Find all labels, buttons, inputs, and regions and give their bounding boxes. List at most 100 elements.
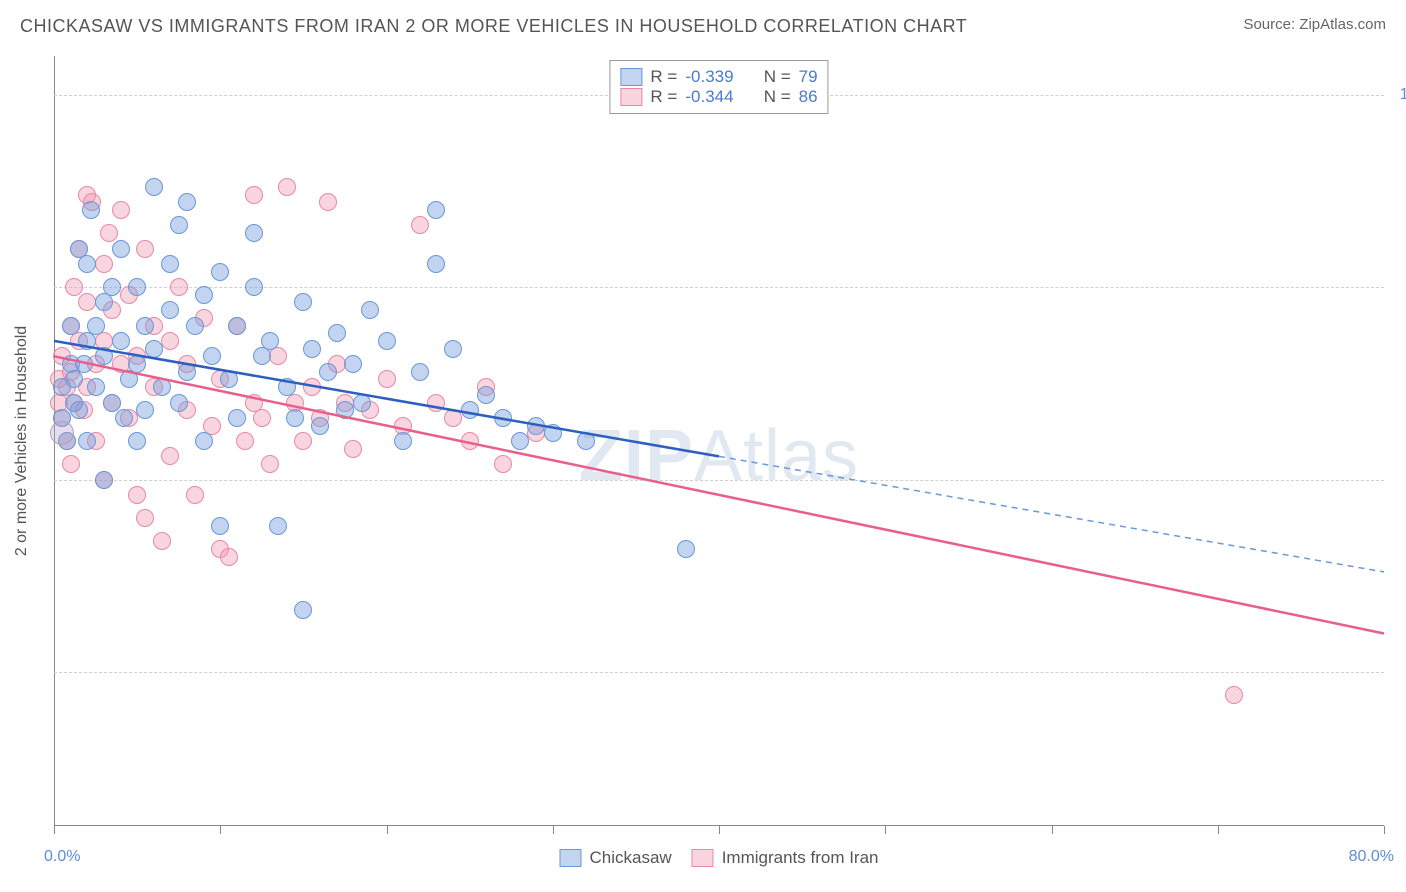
- scatter-point: [62, 455, 80, 473]
- scatter-point: [411, 363, 429, 381]
- scatter-point: [75, 355, 93, 373]
- scatter-point: [245, 186, 263, 204]
- r-value-2: -0.344: [685, 87, 733, 107]
- scatter-point: [95, 293, 113, 311]
- scatter-point: [427, 394, 445, 412]
- scatter-point: [128, 355, 146, 373]
- scatter-point: [427, 255, 445, 273]
- scatter-point: [170, 278, 188, 296]
- scatter-point: [95, 255, 113, 273]
- scatter-point: [112, 201, 130, 219]
- scatter-point: [328, 324, 346, 342]
- scatter-point: [494, 455, 512, 473]
- gridline-h: [54, 480, 1384, 481]
- scatter-point: [303, 340, 321, 358]
- chart-header: CHICKASAW VS IMMIGRANTS FROM IRAN 2 OR M…: [20, 16, 1386, 37]
- scatter-point: [378, 370, 396, 388]
- scatter-point: [344, 355, 362, 373]
- scatter-point: [145, 340, 163, 358]
- scatter-point: [245, 224, 263, 242]
- scatter-point: [353, 394, 371, 412]
- y-axis-title: 2 or more Vehicles in Household: [13, 326, 31, 556]
- n-value-1: 79: [799, 67, 818, 87]
- scatter-point: [378, 332, 396, 350]
- scatter-point: [220, 370, 238, 388]
- scatter-point: [394, 432, 412, 450]
- scatter-point: [427, 201, 445, 219]
- scatter-point: [203, 347, 221, 365]
- plot-area: ZIPAtlas 2 or more Vehicles in Household…: [54, 56, 1384, 826]
- x-tick: [553, 826, 554, 834]
- scatter-point: [444, 340, 462, 358]
- scatter-point: [128, 432, 146, 450]
- scatter-point: [87, 317, 105, 335]
- scatter-point: [461, 432, 479, 450]
- n-value-2: 86: [799, 87, 818, 107]
- scatter-point: [477, 386, 495, 404]
- scatter-point: [50, 421, 74, 445]
- swatch-series-1: [620, 68, 642, 86]
- r-label: R =: [650, 67, 677, 87]
- scatter-point: [220, 548, 238, 566]
- scatter-point: [62, 317, 80, 335]
- scatter-point: [269, 347, 287, 365]
- scatter-point: [128, 486, 146, 504]
- scatter-point: [527, 417, 545, 435]
- scatter-point: [411, 216, 429, 234]
- scatter-point: [170, 394, 188, 412]
- scatter-point: [153, 532, 171, 550]
- scatter-point: [511, 432, 529, 450]
- scatter-point: [103, 394, 121, 412]
- scatter-point: [236, 432, 254, 450]
- scatter-point: [269, 517, 287, 535]
- x-tick: [1052, 826, 1053, 834]
- x-tick: [885, 826, 886, 834]
- scatter-point: [278, 378, 296, 396]
- scatter-point: [294, 432, 312, 450]
- scatter-point: [294, 601, 312, 619]
- scatter-point: [228, 317, 246, 335]
- scatter-point: [261, 455, 279, 473]
- stats-legend-row-2: R = -0.344 N = 86: [620, 87, 817, 107]
- scatter-point: [136, 401, 154, 419]
- scatter-point: [195, 286, 213, 304]
- scatter-point: [544, 424, 562, 442]
- scatter-point: [95, 347, 113, 365]
- scatter-point: [211, 517, 229, 535]
- scatter-point: [78, 255, 96, 273]
- scatter-point: [161, 332, 179, 350]
- gridline-h: [54, 672, 1384, 673]
- swatch-series-2-icon: [692, 849, 714, 867]
- stats-legend: R = -0.339 N = 79 R = -0.344 N = 86: [609, 60, 828, 114]
- scatter-point: [178, 193, 196, 211]
- x-tick: [1218, 826, 1219, 834]
- r-value-1: -0.339: [685, 67, 733, 87]
- scatter-point: [319, 193, 337, 211]
- scatter-point: [286, 409, 304, 427]
- scatter-point: [82, 201, 100, 219]
- scatter-point: [100, 224, 118, 242]
- scatter-point: [186, 317, 204, 335]
- x-tick: [1384, 826, 1385, 834]
- scatter-point: [128, 278, 146, 296]
- scatter-point: [87, 378, 105, 396]
- scatter-point: [178, 363, 196, 381]
- scatter-point: [253, 347, 271, 365]
- x-tick: [54, 826, 55, 834]
- scatter-point: [136, 317, 154, 335]
- scatter-point: [1225, 686, 1243, 704]
- scatter-point: [228, 409, 246, 427]
- scatter-point: [65, 278, 83, 296]
- scatter-point: [211, 263, 229, 281]
- source-attribution: Source: ZipAtlas.com: [1243, 16, 1386, 37]
- scatter-point: [461, 401, 479, 419]
- scatter-point: [112, 240, 130, 258]
- series-legend-item-2: Immigrants from Iran: [692, 848, 879, 868]
- scatter-point: [278, 178, 296, 196]
- x-tick: [719, 826, 720, 834]
- scatter-point: [170, 216, 188, 234]
- x-axis-min-label: 0.0%: [44, 848, 80, 866]
- scatter-point: [261, 332, 279, 350]
- scatter-point: [115, 409, 133, 427]
- scatter-point: [78, 432, 96, 450]
